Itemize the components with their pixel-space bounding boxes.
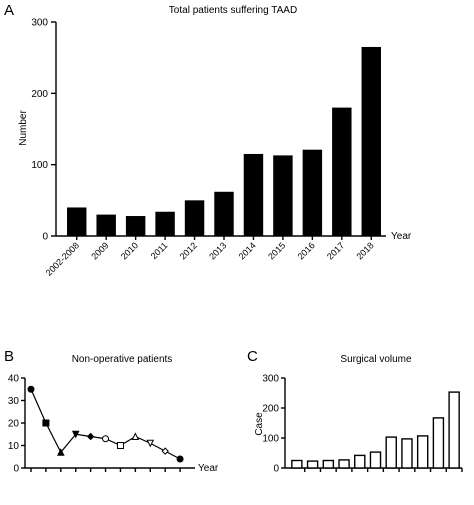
chart-a-ytick-label-1: 100: [31, 160, 48, 171]
chart-b-ytick-label-1: 10: [8, 441, 20, 452]
chart-b-ytick-label-4: 40: [8, 374, 20, 385]
chart-a-xtick-label-0: 2002-2008: [44, 240, 82, 278]
chart-c-bar-5: [369, 451, 382, 469]
chart-a-bar-8: [302, 149, 323, 236]
chart-b-point-2: [57, 448, 65, 456]
chart-c-bar-9: [432, 417, 445, 469]
chart-a-xtick-label-10: 2018: [354, 240, 375, 261]
chart-a-bar-7: [273, 155, 293, 236]
chart-a-ytick-label-2: 200: [31, 89, 48, 100]
chart-c-bar-6: [385, 436, 397, 469]
chart-c-ytick-label-1: 100: [262, 434, 279, 445]
chart-a-bar-1: [96, 214, 116, 236]
chart-b-point-4: [86, 432, 95, 441]
chart-b-ytick-label-2: 20: [8, 419, 20, 430]
panel-letter-c: C: [247, 348, 258, 365]
chart-a-bar-6: [243, 153, 264, 236]
chart-c-bar-1: [306, 460, 319, 469]
chart-a-xtick-label-1: 2009: [89, 240, 110, 261]
chart-b-series-line: [30, 389, 181, 460]
chart-c-ytick-label-3: 300: [262, 374, 279, 385]
chart-a-bar-4: [184, 200, 205, 236]
chart-c-title: Surgical volume: [340, 354, 412, 365]
chart-a-bar-0: [67, 207, 87, 236]
chart-a-title: Total patients suffering TAAD: [169, 5, 297, 16]
chart-b: 0 10 20 30 40: [8, 374, 195, 475]
chart-a-xtick-label-7: 2015: [266, 240, 287, 261]
chart-b-point-1: [42, 419, 50, 427]
chart-b-title: Non-operative patients: [72, 354, 173, 365]
chart-c: 0 100 200 300: [262, 374, 463, 475]
chart-c-bar-10: [448, 391, 460, 469]
chart-b-point-5: [102, 435, 110, 443]
chart-c-ylabel: Case: [254, 412, 265, 436]
chart-a-ytick-label-0: 0: [42, 232, 48, 243]
chart-a-bar-3: [155, 211, 175, 236]
chart-b-ytick-label-3: 30: [8, 396, 20, 407]
chart-a-bar-10: [361, 46, 381, 236]
chart-c-bar-2: [322, 459, 335, 469]
chart-a-xtick-label-5: 2013: [207, 240, 228, 261]
chart-b-point-3: [71, 430, 80, 439]
chart-b-ytick-label-0: 0: [13, 464, 19, 475]
chart-b-point-8: [146, 439, 155, 448]
chart-c-bar-7: [401, 438, 413, 469]
panel-letter-b: B: [4, 348, 14, 365]
chart-b-xlabel: Year: [198, 463, 219, 474]
chart-a-xlabel: Year: [391, 231, 412, 242]
chart-c-ytick-label-0: 0: [273, 464, 279, 475]
chart-a-xtick-label-2: 2010: [119, 240, 140, 261]
chart-a-xtick-label-8: 2016: [296, 240, 317, 261]
chart-c-bar-0: [291, 459, 303, 469]
chart-c-bar-3: [338, 459, 350, 469]
panel-letter-a: A: [4, 2, 14, 19]
chart-c-bar-4: [354, 454, 366, 469]
chart-a-xtick-label-9: 2017: [325, 240, 346, 261]
chart-b-point-0: [27, 385, 35, 393]
chart-a-ytick-label-3: 300: [31, 18, 48, 29]
chart-a-bar-5: [214, 191, 234, 236]
chart-c-bar-8: [416, 435, 429, 469]
chart-b-point-6: [116, 442, 124, 449]
chart-a-ylabel: Number: [18, 110, 29, 146]
chart-a: 0 100 200 300 2002-2008 2009 2010 2011 2012 2013 2…: [31, 18, 386, 278]
chart-b-point-9: [161, 447, 169, 455]
chart-b-point-10: [176, 455, 184, 463]
chart-b-point-7: [131, 432, 140, 440]
chart-a-bar-9: [332, 107, 352, 236]
chart-a-xtick-label-6: 2014: [237, 240, 258, 261]
chart-a-xtick-label-4: 2012: [178, 240, 199, 261]
chart-c-ytick-label-2: 200: [262, 404, 279, 415]
chart-a-xtick-label-3: 2011: [149, 240, 170, 261]
chart-a-bar-2: [125, 216, 146, 236]
